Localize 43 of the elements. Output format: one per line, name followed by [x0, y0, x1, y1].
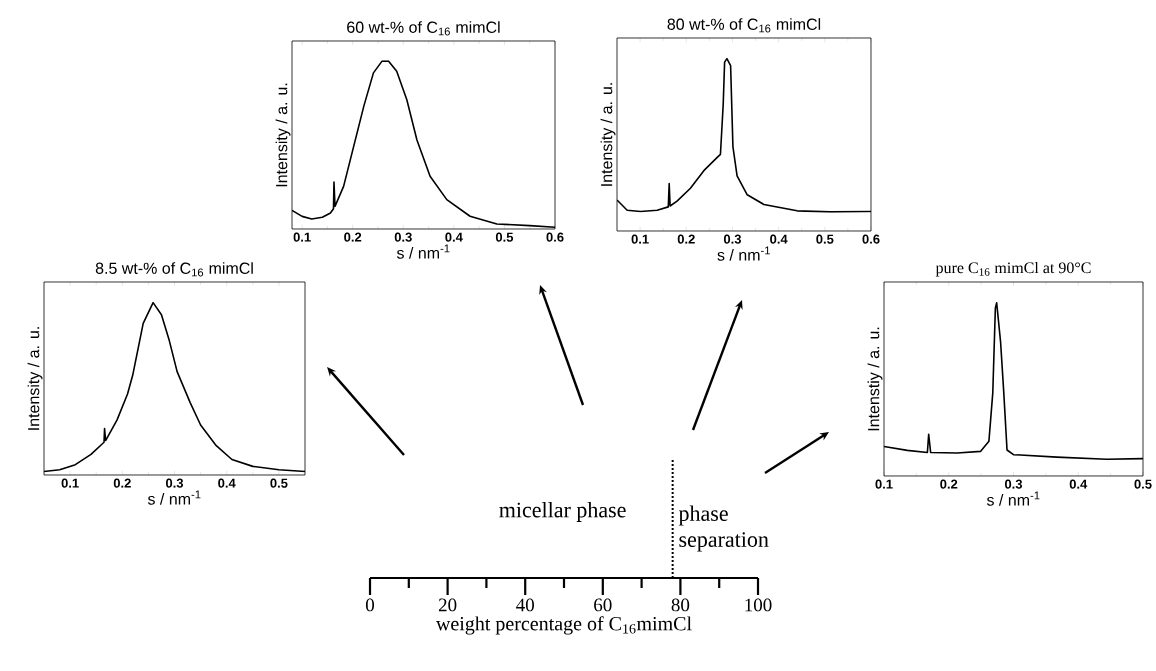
y-axis-title: Intensity / a. u.: [275, 83, 291, 187]
x-tick-label: 100: [745, 598, 772, 612]
x-tick-label: 0.1: [631, 234, 649, 244]
x-tick-label: 60: [594, 598, 612, 612]
x-tick-label: 0.1: [875, 479, 893, 489]
x-tick-label: 0.2: [677, 234, 695, 244]
x-tick-label: 0.3: [394, 232, 412, 242]
x-tick-label: 0.4: [218, 478, 236, 488]
annotation: phase separation: [678, 505, 769, 552]
x-tick-label: 80: [671, 598, 690, 612]
chart-title: 8.5 wt-% of C$_{16}$ mimCl: [95, 262, 253, 277]
x-tick-label: 0.6: [862, 234, 880, 244]
x-tick-label: 0.3: [1004, 479, 1023, 489]
x-axis-title: weight percentage of C$_{16}$mimCl: [435, 616, 692, 635]
x-axis-title: s / nm$^{-1}$: [147, 490, 201, 505]
x-tick-label: 0.2: [940, 479, 958, 489]
x-tick-label: 20: [438, 598, 457, 612]
x-axis-title: s / nm$^{-1}$: [717, 246, 770, 261]
x-tick-label: 0.5: [270, 478, 288, 488]
chart-title: pure C$_{16}$ mimCl at 90°C: [935, 261, 1091, 277]
x-tick-label: 0.5: [816, 234, 834, 244]
x-tick-label: 0.4: [770, 234, 788, 244]
x-tick-label: 0.5: [495, 232, 514, 242]
x-axis-title: s / nm$^{-1}$: [986, 491, 1040, 506]
x-tick-label: 0.1: [61, 478, 79, 488]
x-tick-label: 0.6: [546, 232, 564, 242]
x-tick-label: 0.4: [1069, 479, 1088, 489]
x-tick-label: 0.5: [1134, 479, 1152, 489]
y-axis-title: Intensity / a. u.: [27, 327, 43, 430]
x-tick-label: 0: [365, 598, 375, 612]
y-axis-title: Intensity / a. u.: [600, 83, 616, 186]
x-tick-label: 0.3: [723, 234, 742, 244]
x-tick-label: 0.1: [293, 232, 311, 242]
y-axis-title: Intenstiy / a. u.: [867, 327, 883, 431]
x-axis-title: s / nm$^{-1}$: [396, 244, 450, 259]
x-tick-label: 0.3: [165, 478, 184, 488]
x-tick-label: 0.2: [113, 478, 131, 488]
x-tick-label: 0.2: [344, 232, 362, 242]
x-tick-label: 40: [516, 598, 534, 612]
annotation: micellar phase: [499, 501, 626, 522]
chart-title: 60 wt-% of C$_{16}$ mimCl: [347, 21, 500, 36]
chart-title: 80 wt-% of C$_{16}$ mimCl: [667, 18, 821, 33]
x-tick-label: 0.4: [445, 232, 463, 242]
